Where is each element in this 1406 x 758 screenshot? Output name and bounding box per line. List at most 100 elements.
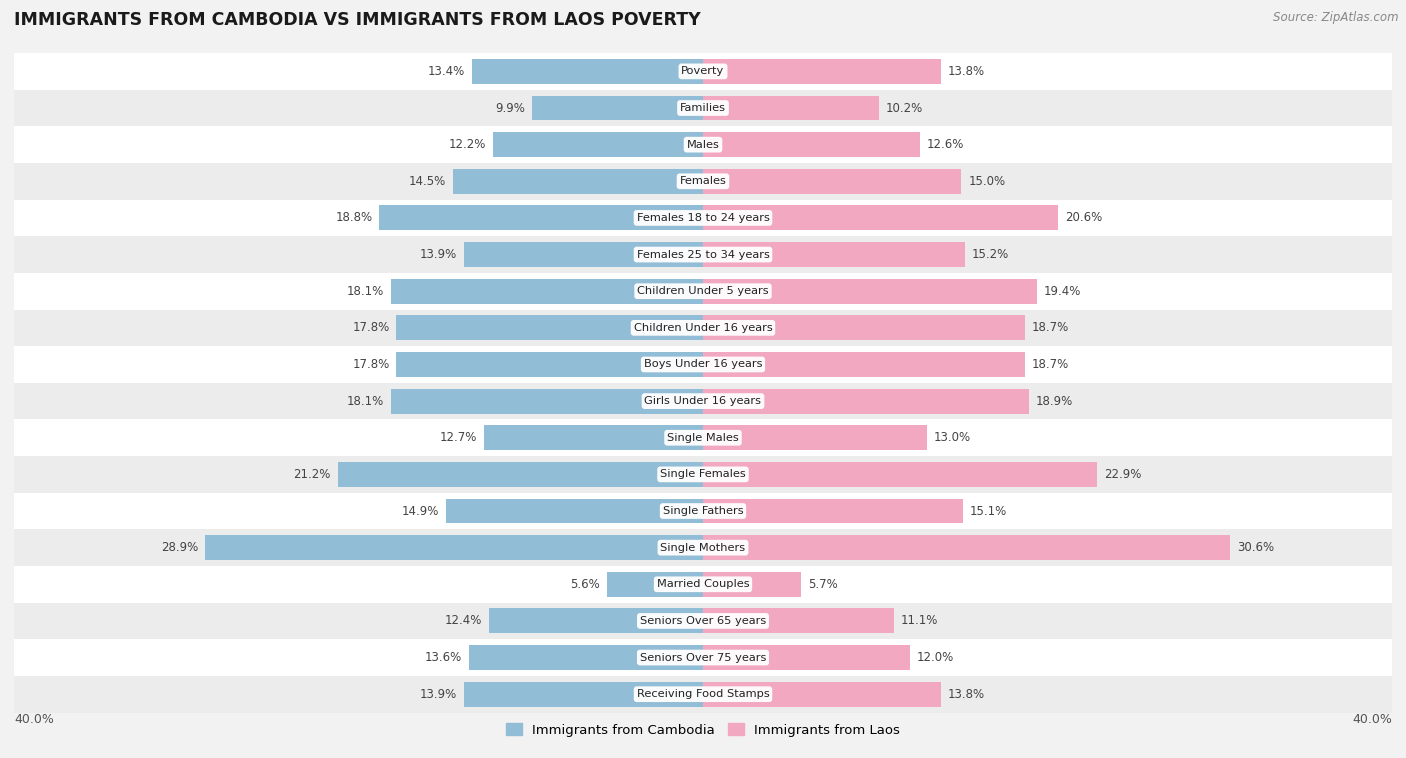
Text: Source: ZipAtlas.com: Source: ZipAtlas.com <box>1274 11 1399 24</box>
Bar <box>703 59 941 84</box>
Text: 18.1%: 18.1% <box>347 285 384 298</box>
Bar <box>396 352 703 377</box>
Text: 18.7%: 18.7% <box>1032 358 1069 371</box>
Bar <box>380 205 703 230</box>
Bar <box>391 389 703 414</box>
Text: 17.8%: 17.8% <box>353 321 389 334</box>
Text: Receiving Food Stamps: Receiving Food Stamps <box>637 689 769 699</box>
Legend: Immigrants from Cambodia, Immigrants from Laos: Immigrants from Cambodia, Immigrants fro… <box>501 719 905 742</box>
Text: 5.7%: 5.7% <box>808 578 838 590</box>
Text: Females 18 to 24 years: Females 18 to 24 years <box>637 213 769 223</box>
Text: 13.0%: 13.0% <box>934 431 972 444</box>
Bar <box>703 132 920 157</box>
Bar <box>468 645 703 670</box>
Bar <box>14 639 1392 676</box>
Text: IMMIGRANTS FROM CAMBODIA VS IMMIGRANTS FROM LAOS POVERTY: IMMIGRANTS FROM CAMBODIA VS IMMIGRANTS F… <box>14 11 700 30</box>
Text: 18.1%: 18.1% <box>347 395 384 408</box>
Bar <box>703 499 963 524</box>
Bar <box>205 535 703 560</box>
Text: 15.0%: 15.0% <box>969 175 1005 188</box>
Bar <box>703 389 1029 414</box>
Bar <box>14 529 1392 566</box>
Text: 28.9%: 28.9% <box>162 541 198 554</box>
Bar <box>703 681 941 706</box>
Bar <box>14 493 1392 529</box>
Bar <box>703 169 962 194</box>
Text: Single Females: Single Females <box>661 469 745 479</box>
Bar <box>14 309 1392 346</box>
Text: 18.8%: 18.8% <box>335 211 373 224</box>
Text: Single Fathers: Single Fathers <box>662 506 744 516</box>
Text: 21.2%: 21.2% <box>294 468 330 481</box>
Bar <box>703 205 1057 230</box>
Bar <box>703 462 1098 487</box>
Text: Seniors Over 75 years: Seniors Over 75 years <box>640 653 766 662</box>
Text: Girls Under 16 years: Girls Under 16 years <box>644 396 762 406</box>
Bar <box>703 425 927 450</box>
Bar <box>703 96 879 121</box>
Bar <box>14 236 1392 273</box>
Bar <box>14 603 1392 639</box>
Bar <box>703 609 894 634</box>
Bar <box>484 425 703 450</box>
Bar <box>14 163 1392 199</box>
Text: Males: Males <box>686 139 720 149</box>
Text: 20.6%: 20.6% <box>1064 211 1102 224</box>
Bar <box>703 242 965 267</box>
Text: Married Couples: Married Couples <box>657 579 749 589</box>
Bar <box>464 242 703 267</box>
Bar <box>14 383 1392 419</box>
Bar <box>703 535 1230 560</box>
Text: 40.0%: 40.0% <box>1353 713 1392 725</box>
Bar <box>472 59 703 84</box>
Text: 40.0%: 40.0% <box>14 713 53 725</box>
Bar <box>14 676 1392 713</box>
Text: 15.1%: 15.1% <box>970 505 1007 518</box>
Text: Seniors Over 65 years: Seniors Over 65 years <box>640 616 766 626</box>
Bar <box>14 346 1392 383</box>
Text: 18.9%: 18.9% <box>1035 395 1073 408</box>
Text: Single Males: Single Males <box>666 433 740 443</box>
Text: 13.9%: 13.9% <box>419 248 457 261</box>
Bar <box>489 609 703 634</box>
Text: Females: Females <box>679 177 727 186</box>
Text: 18.7%: 18.7% <box>1032 321 1069 334</box>
Text: 11.1%: 11.1% <box>901 615 938 628</box>
Text: 15.2%: 15.2% <box>972 248 1010 261</box>
Text: Single Mothers: Single Mothers <box>661 543 745 553</box>
Text: 13.8%: 13.8% <box>948 688 984 700</box>
Bar <box>446 499 703 524</box>
Bar <box>14 566 1392 603</box>
Text: 17.8%: 17.8% <box>353 358 389 371</box>
Text: 12.6%: 12.6% <box>927 138 965 151</box>
Text: 13.8%: 13.8% <box>948 65 984 78</box>
Text: Children Under 16 years: Children Under 16 years <box>634 323 772 333</box>
Text: 13.4%: 13.4% <box>427 65 465 78</box>
Bar <box>14 419 1392 456</box>
Text: 9.9%: 9.9% <box>496 102 526 114</box>
Text: Poverty: Poverty <box>682 67 724 77</box>
Bar <box>533 96 703 121</box>
Text: 30.6%: 30.6% <box>1237 541 1274 554</box>
Bar <box>464 681 703 706</box>
Bar <box>14 127 1392 163</box>
Text: 12.0%: 12.0% <box>917 651 953 664</box>
Bar <box>14 456 1392 493</box>
Text: 14.5%: 14.5% <box>409 175 446 188</box>
Bar <box>703 352 1025 377</box>
Bar <box>453 169 703 194</box>
Bar <box>14 53 1392 89</box>
Bar <box>396 315 703 340</box>
Bar <box>337 462 703 487</box>
Bar <box>14 89 1392 127</box>
Bar <box>14 273 1392 309</box>
Text: 14.9%: 14.9% <box>402 505 440 518</box>
Text: 22.9%: 22.9% <box>1104 468 1142 481</box>
Bar <box>606 572 703 597</box>
Text: 12.4%: 12.4% <box>446 615 482 628</box>
Text: Boys Under 16 years: Boys Under 16 years <box>644 359 762 369</box>
Bar <box>703 572 801 597</box>
Bar <box>14 199 1392 236</box>
Text: Females 25 to 34 years: Females 25 to 34 years <box>637 249 769 259</box>
Text: 5.6%: 5.6% <box>569 578 599 590</box>
